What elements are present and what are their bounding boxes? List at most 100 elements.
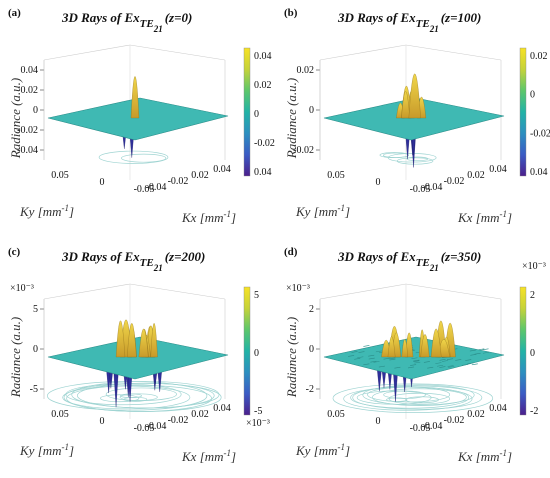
z-tick-label: 0.02 [21, 85, 39, 96]
z-tick-label: -2 [306, 384, 314, 395]
ripple-mark [389, 358, 396, 361]
label-text: Ky [mm [19, 204, 62, 219]
contour-line [388, 392, 451, 405]
z-axis-label: Radiance (a.u.) [8, 317, 23, 399]
ripple-mark [467, 362, 474, 365]
label-close: ] [230, 449, 236, 464]
ripple-mark [373, 361, 380, 363]
kx-tick-label: 0.04 [489, 403, 507, 414]
contour-line [66, 385, 213, 412]
ky-tick-label: -0.05 [410, 184, 431, 195]
kx-tick-label: 0.04 [489, 164, 507, 175]
z-tick-label: 0 [33, 344, 38, 355]
kx-tick-label: -0.04 [146, 421, 167, 432]
kx-tick-label: 0.02 [191, 409, 209, 420]
ripple-mark [482, 348, 489, 351]
ripple-mark [348, 355, 355, 357]
kx-tick-label: 0.02 [467, 409, 485, 420]
colorbar-tick-label: -5 [254, 406, 262, 417]
ky-tick-label: 0 [376, 177, 381, 188]
z-axis-label: Radiance (a.u.) [284, 78, 299, 160]
title-suffix: (z=100) [441, 10, 482, 25]
colorbar-tick-label: 0.02 [254, 80, 272, 91]
box-edge [319, 44, 407, 61]
contour-line [379, 152, 409, 158]
peak-mark [130, 76, 140, 119]
z-tick-label: 0 [309, 344, 314, 355]
colorbar-tick-label: -0.02 [254, 138, 275, 149]
contour-line [405, 396, 439, 404]
z-tick-label: -0.02 [17, 125, 38, 136]
z-axis-label: Radiance (a.u.) [284, 317, 299, 399]
ripple-mark [427, 366, 434, 369]
title-subscript: TE [416, 257, 430, 269]
kx-tick-label: -0.02 [444, 176, 465, 187]
title-text: 3D Rays of Ex [61, 10, 140, 25]
z-axis-label: Radiance (a.u.) [8, 78, 23, 160]
ripple-mark [478, 348, 485, 351]
z-exponent-label: ×10⁻³ [10, 283, 34, 294]
ripple-mark [423, 361, 430, 363]
colorbar-tick-label: 0 [254, 109, 259, 120]
ripple-mark [368, 357, 375, 360]
z-tick-label: 0.04 [21, 65, 39, 76]
ripple-mark [471, 363, 478, 366]
peak-mark [127, 323, 137, 358]
contour-line [350, 386, 470, 409]
ripple-mark [375, 350, 382, 353]
ripple-mark [354, 358, 361, 360]
title-subscript: TE [416, 18, 430, 30]
label-text: Ky [mm [295, 204, 338, 219]
colorbar [243, 47, 251, 177]
z-tick-label: -0.02 [293, 145, 314, 156]
z-tick-label: 0.02 [297, 65, 315, 76]
ky-axis-label: Ky [mm-1] [295, 442, 350, 458]
kx-tick-label: 0.04 [213, 403, 231, 414]
colorbar-tick-label: 2 [530, 290, 535, 301]
ky-tick-label: 0.05 [327, 170, 345, 181]
colorbar-tick-label: 0 [530, 90, 535, 101]
surface-plane [323, 97, 505, 141]
colorbar-tick-label: 0 [254, 348, 259, 359]
peak-mark [401, 339, 409, 358]
kx-axis-label: Kx [mm-1] [457, 448, 512, 464]
label-text: Kx [mm [181, 449, 224, 464]
title-subsubscript: 21 [153, 263, 163, 273]
label-exponent: -1 [62, 442, 70, 452]
chart-panel: (c) 3D Rays of ExTE21(z=200) ×10⁻³ Radiance… [8, 246, 270, 464]
label-close: ] [68, 443, 74, 458]
label-text: Kx [mm [181, 210, 224, 225]
ky-tick-label: -0.05 [134, 423, 155, 434]
chart-panel: (b) 3D Rays of ExTE21(z=100) Radiance (a.u… [284, 7, 550, 225]
ripple-mark [448, 366, 455, 368]
z-exponent-label: ×10⁻³ [286, 283, 310, 294]
ripple-mark [378, 365, 385, 368]
label-close: ] [506, 449, 512, 464]
box-edge [43, 283, 131, 300]
ripple-mark [368, 354, 375, 357]
z-tick-label: 2 [309, 304, 314, 315]
kx-axis-label: Kx [mm-1] [457, 209, 512, 225]
ky-tick-label: -0.05 [134, 184, 155, 195]
ripple-mark [363, 363, 370, 366]
contour-line [62, 385, 191, 410]
contour-line [396, 157, 434, 165]
box-edge [405, 44, 502, 61]
kx-tick-label: -0.04 [422, 421, 443, 432]
colorbar-exponent-label: ×10⁻³ [246, 418, 270, 429]
ky-axis-label: Ky [mm-1] [295, 203, 350, 219]
label-exponent: -1 [62, 203, 70, 213]
ripple-mark [474, 352, 481, 355]
ky-axis-label: Ky [mm-1] [19, 203, 74, 219]
label-text: Ky [mm [19, 443, 62, 458]
colorbar [519, 286, 527, 416]
contour-line [100, 394, 140, 403]
peak-mark [138, 329, 149, 358]
kx-tick-label: -0.04 [146, 182, 167, 193]
kx-tick-label: 0.02 [467, 170, 485, 181]
title-subsubscript: 21 [429, 24, 439, 34]
ripple-mark [455, 359, 462, 361]
colorbar-tick-label: 0.04 [254, 167, 272, 178]
colorbar-tick-label: 5 [254, 290, 259, 301]
